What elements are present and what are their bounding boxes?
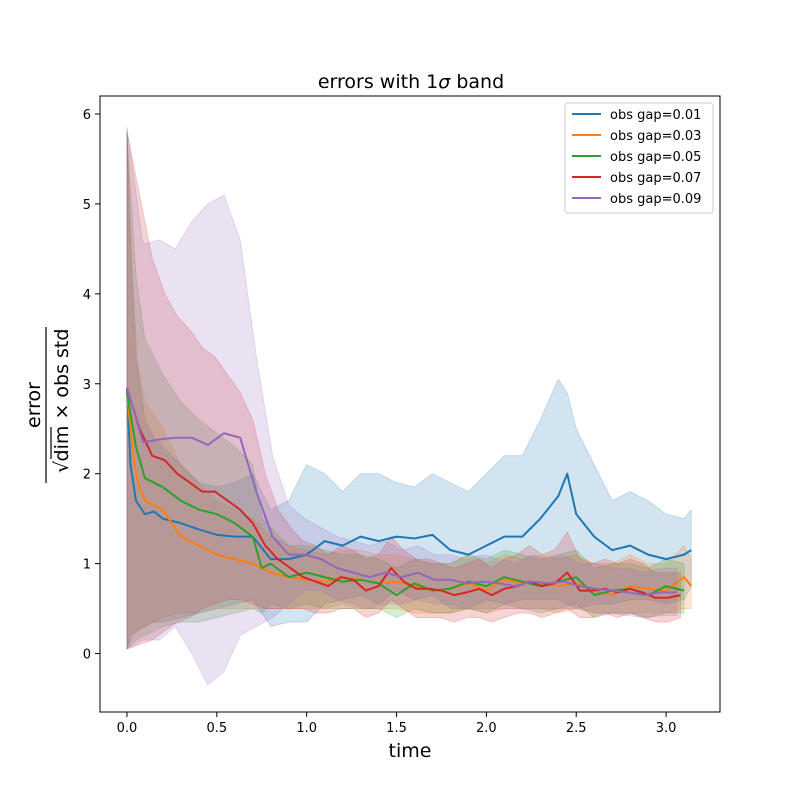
x-axis-ticks: 0.0 0.5 1.0 1.5 2.0 2.5 3.0 [117,712,677,736]
line-series-5 [126,387,677,597]
y-axis-sqrt-sign: √ [51,460,73,473]
x-tick-label: 2.0 [476,721,497,736]
y-tick-label: 2 [83,468,91,483]
legend-label-1: obs gap=0.01 [610,108,701,123]
chart-title: errors with 1σ band [318,71,504,93]
y-tick-label: 0 [83,648,91,663]
y-tick-label: 3 [83,378,91,393]
band-series-3 [126,131,685,651]
line-series-1 [125,388,692,561]
y-tick-label: 5 [83,198,91,213]
axes-frame [99,95,721,713]
chart-title-main: errors with 1 [318,71,438,93]
line-series-2 [125,392,693,597]
legend-label-3: obs gap=0.05 [610,150,701,165]
x-axis-title: time [389,740,432,762]
y-tick-label: 1 [83,558,91,573]
x-tick-label: 1.0 [296,721,317,736]
chart-title-sigma: σ [438,71,451,93]
x-tick-label: 0.5 [206,721,227,736]
y-axis-title: error √ dim × obs std [23,327,73,483]
x-tick-label: 0.0 [117,721,138,736]
y-tick-label: 6 [83,108,91,123]
line-series-4 [126,387,681,599]
legend-label-4: obs gap=0.07 [610,171,701,186]
band-series-4 [126,131,681,650]
legend-label-5: obs gap=0.09 [610,192,701,207]
legend-label-2: obs gap=0.03 [610,129,701,144]
legend-items: obs gap=0.01 obs gap=0.03 obs gap=0.05 obs … [572,108,701,207]
legend-box [564,102,714,214]
x-tick-label: 1.5 [386,721,407,736]
y-axis-ticks: 0 1 2 3 4 5 6 [83,108,100,663]
x-tick-label: 2.5 [566,721,587,736]
y-tick-label: 4 [83,288,91,303]
y-axis-title-denominator: dim × obs std [51,329,73,462]
legend: obs gap=0.01 obs gap=0.03 obs gap=0.05 obs … [564,102,714,214]
series-lines [125,387,693,599]
y-axis-title-numerator: error [23,382,45,428]
x-tick-label: 3.0 [656,721,677,736]
band-series-2 [126,131,692,650]
chart-title-tail: band [450,71,504,93]
